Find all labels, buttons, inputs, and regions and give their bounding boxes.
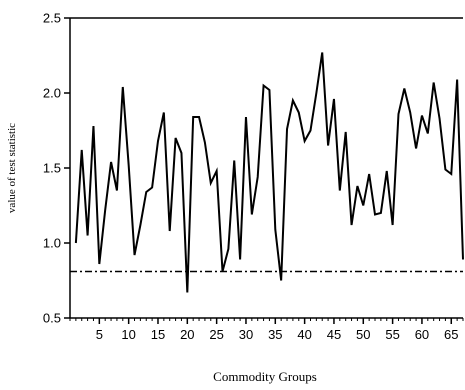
- x-tick-label: 15: [151, 327, 165, 342]
- y-tick-label: 1.5: [43, 161, 61, 176]
- x-tick-label: 20: [180, 327, 194, 342]
- x-tick-label: 55: [385, 327, 399, 342]
- x-tick-label: 5: [96, 327, 103, 342]
- x-tick-label: 65: [444, 327, 458, 342]
- y-tick-label: 1.0: [43, 236, 61, 251]
- x-tick-label: 35: [268, 327, 282, 342]
- x-tick-label: 50: [356, 327, 370, 342]
- x-tick-label: 10: [121, 327, 135, 342]
- y-ticks: 0.5 1.0 1.5 2.0 2.5: [43, 11, 70, 326]
- x-tick-label: 30: [239, 327, 253, 342]
- y-axis-title: value of test statistic: [6, 123, 18, 213]
- x-tick-label: 45: [327, 327, 341, 342]
- y-tick-label: 0.5: [43, 311, 61, 326]
- x-axis-title: Commodity Groups: [213, 369, 317, 384]
- test-statistic-line: [74, 52, 464, 293]
- y-tick-label: 2.5: [43, 11, 61, 26]
- x-ticks: 5 10 15 20 25 30 35 40 45 50 55 60 65: [69, 318, 464, 342]
- x-tick-label: 25: [209, 327, 223, 342]
- x-tick-label: 60: [415, 327, 429, 342]
- series-layer: [70, 52, 464, 293]
- x-tick-label: 40: [297, 327, 311, 342]
- y-tick-label: 2.0: [43, 86, 61, 101]
